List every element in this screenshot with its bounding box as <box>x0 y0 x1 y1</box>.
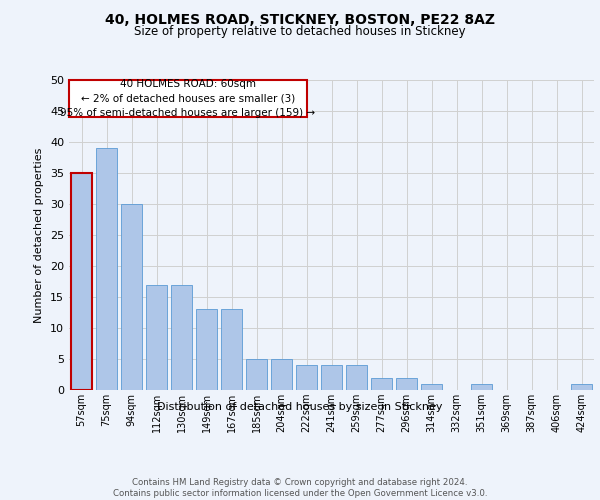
Bar <box>96 148 117 390</box>
Bar <box>346 365 367 390</box>
Bar <box>221 310 242 390</box>
Bar <box>421 384 442 390</box>
Text: Size of property relative to detached houses in Stickney: Size of property relative to detached ho… <box>134 25 466 38</box>
Bar <box>196 310 217 390</box>
Text: Distribution of detached houses by size in Stickney: Distribution of detached houses by size … <box>157 402 443 412</box>
Text: 40 HOLMES ROAD: 60sqm
← 2% of detached houses are smaller (3)
95% of semi-detach: 40 HOLMES ROAD: 60sqm ← 2% of detached h… <box>60 79 316 118</box>
Bar <box>296 365 317 390</box>
Bar <box>396 378 417 390</box>
Bar <box>69 80 307 117</box>
Y-axis label: Number of detached properties: Number of detached properties <box>34 148 44 322</box>
Bar <box>71 173 92 390</box>
Bar <box>146 284 167 390</box>
Bar <box>371 378 392 390</box>
Bar <box>471 384 492 390</box>
Text: Contains HM Land Registry data © Crown copyright and database right 2024.
Contai: Contains HM Land Registry data © Crown c… <box>113 478 487 498</box>
Bar <box>271 359 292 390</box>
Bar <box>571 384 592 390</box>
Bar <box>121 204 142 390</box>
Text: 40, HOLMES ROAD, STICKNEY, BOSTON, PE22 8AZ: 40, HOLMES ROAD, STICKNEY, BOSTON, PE22 … <box>105 12 495 26</box>
Bar <box>321 365 342 390</box>
Bar <box>171 284 192 390</box>
Bar <box>246 359 267 390</box>
